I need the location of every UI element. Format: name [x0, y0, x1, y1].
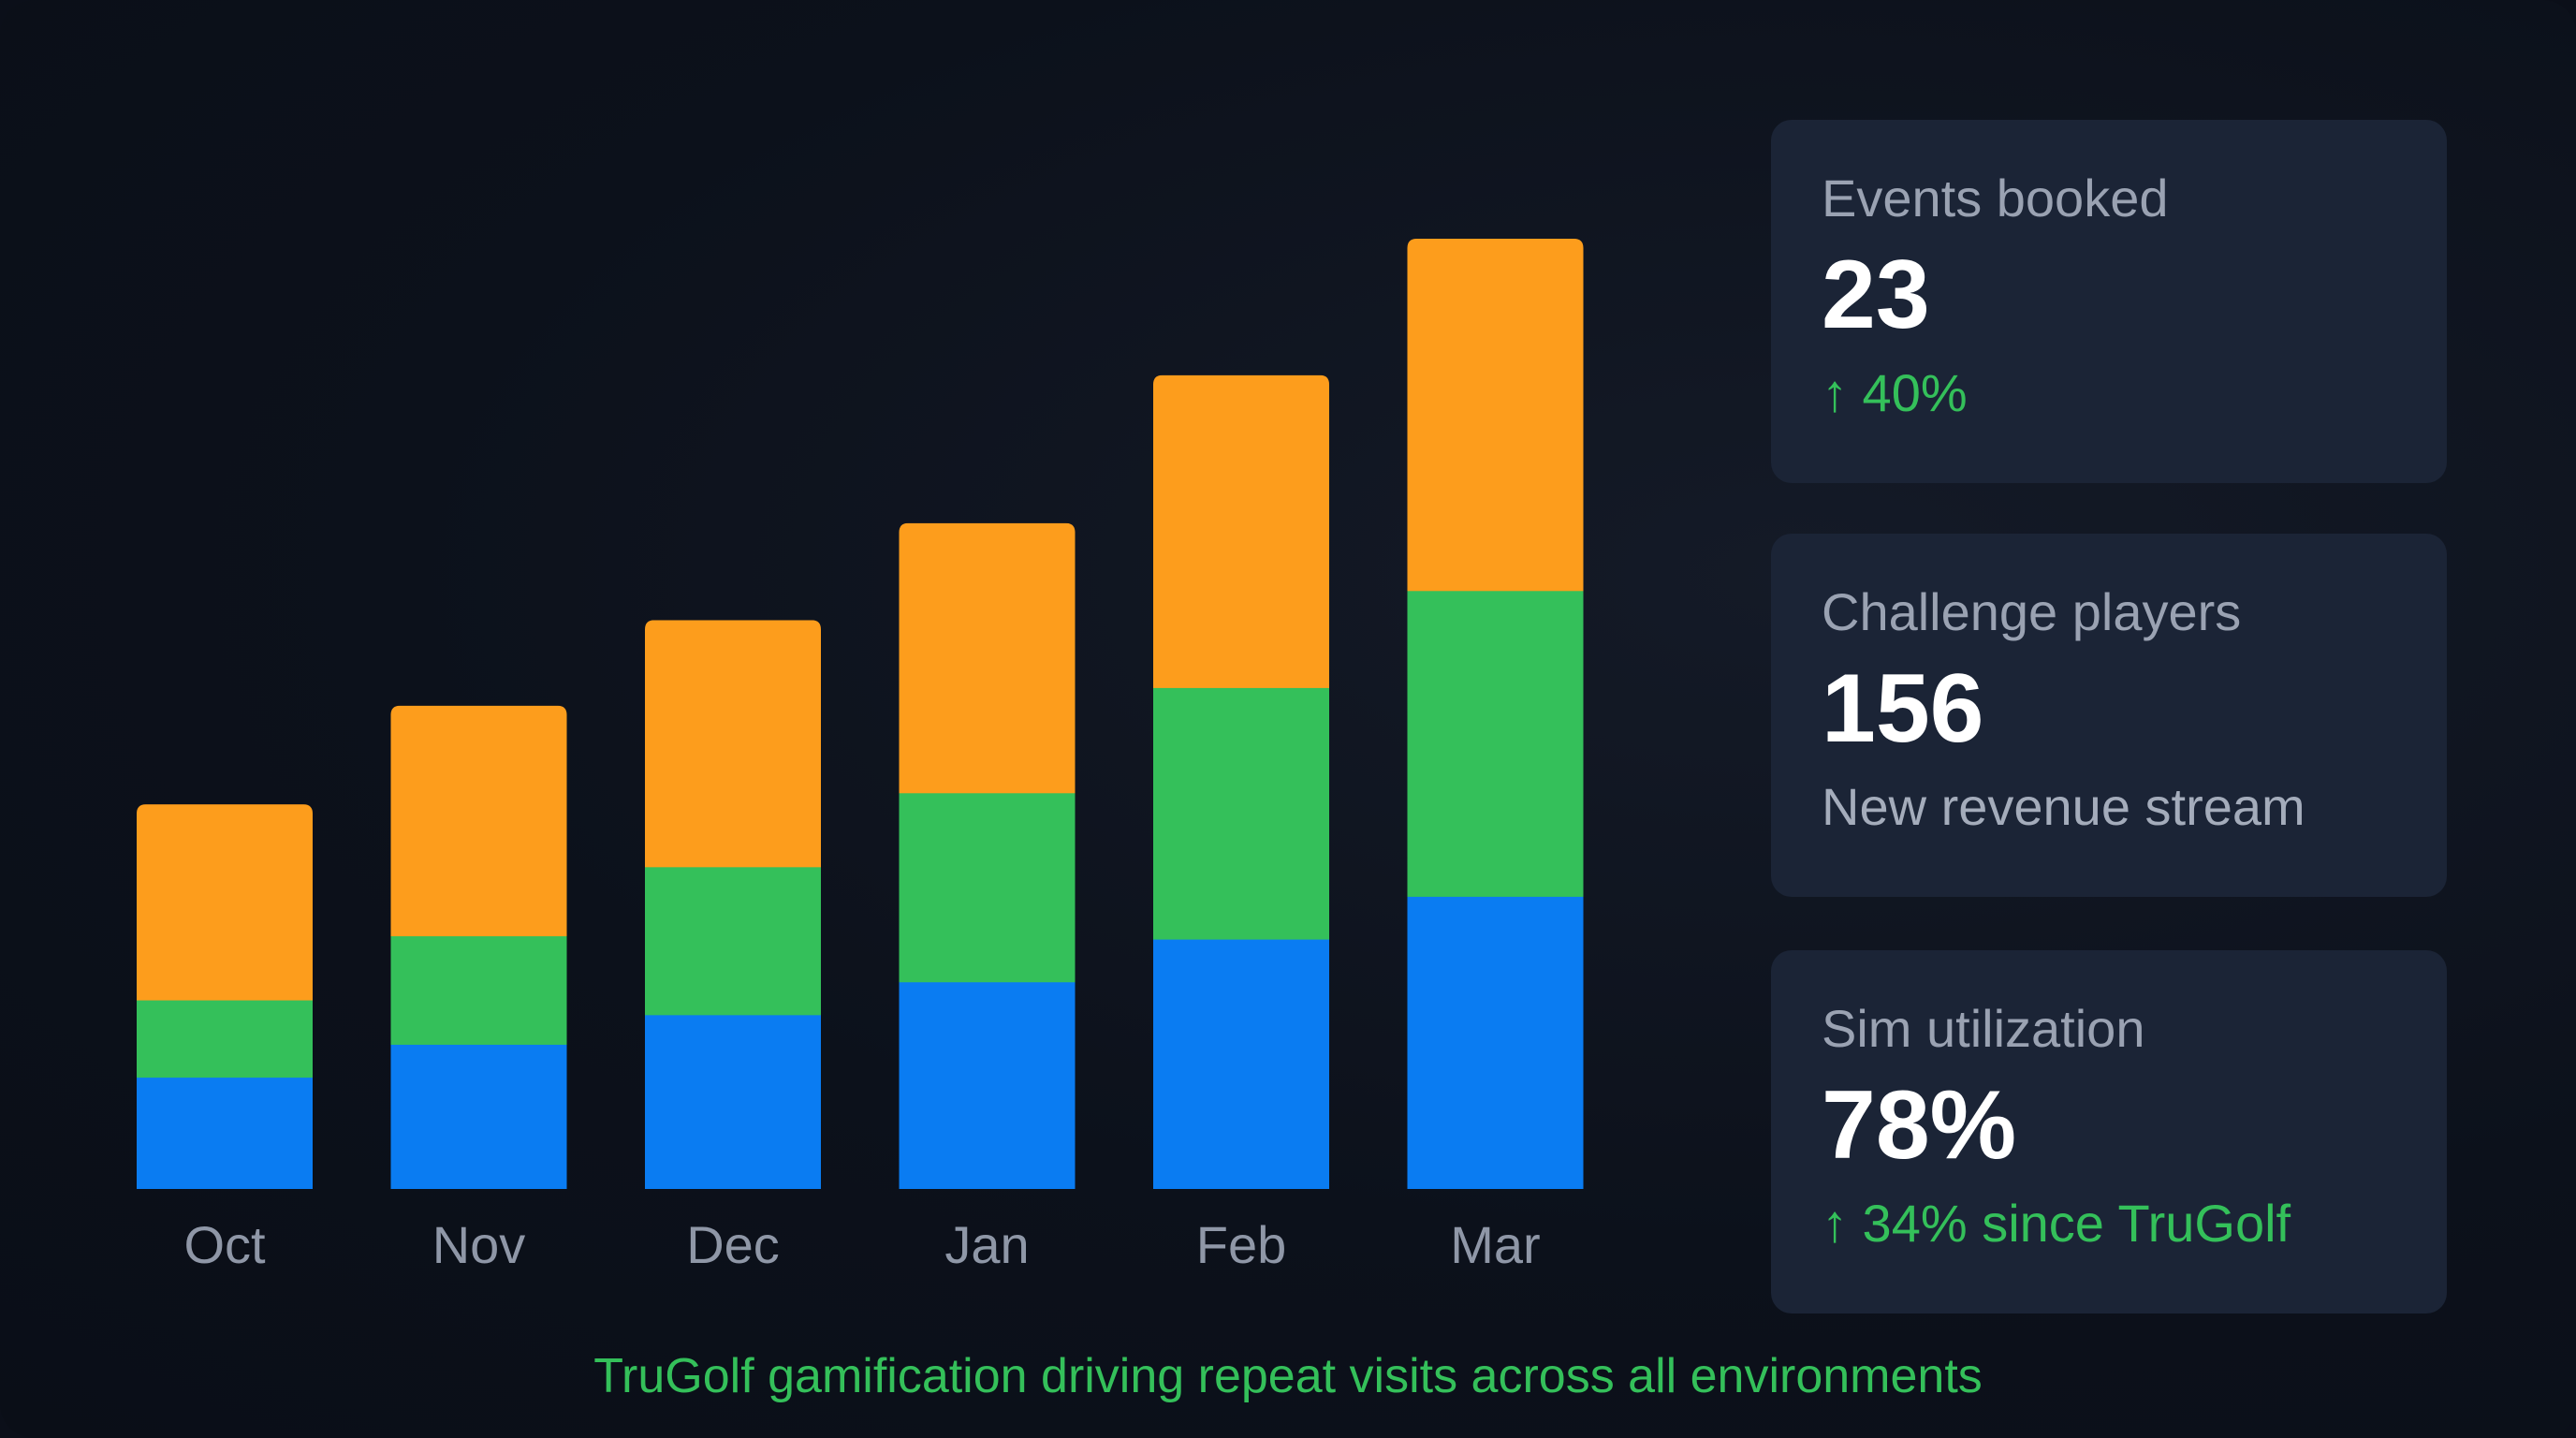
bar-nov-green-segment — [390, 935, 567, 1045]
bar-group-feb — [1153, 374, 1329, 1189]
bar-group-nov — [390, 705, 567, 1189]
card-change: ↑ 40% — [1822, 363, 1968, 422]
card-label: Sim utilization — [1822, 999, 2145, 1058]
bar-jan-green-segment — [899, 792, 1076, 983]
bar-group-dec — [645, 620, 821, 1189]
bar-group-jan — [899, 522, 1076, 1189]
bar-mar-blue-segment — [1407, 896, 1584, 1189]
card-value: 156 — [1822, 654, 1984, 763]
bar-mar-orange-segment — [1407, 239, 1584, 592]
card-change: ↑ 34% since TruGolf — [1822, 1194, 2291, 1253]
stacked-bar-chart: Oct Nov Dec Jan Feb Mar — [137, 239, 1584, 1274]
x-tick-label: Jan — [944, 1215, 1029, 1274]
bar-feb-blue-segment — [1153, 939, 1329, 1189]
card-value: 78% — [1822, 1071, 2017, 1180]
footer-caption: TruGolf gamification driving repeat visi… — [593, 1349, 1983, 1403]
events-booked-card: Events booked 23 ↑ 40% — [1771, 120, 2447, 483]
bar-mar-green-segment — [1407, 590, 1584, 897]
bar-group-oct — [137, 804, 313, 1189]
bar-oct-green-segment — [137, 1000, 313, 1078]
card-value: 23 — [1822, 241, 1930, 349]
challenge-players-card: Challenge players 156 New revenue stream — [1771, 534, 2447, 897]
card-note: New revenue stream — [1822, 777, 2305, 836]
bar-dec-green-segment — [645, 866, 821, 1016]
bar-dec-orange-segment — [645, 620, 821, 868]
bar-jan-orange-segment — [899, 522, 1076, 794]
bar-oct-orange-segment — [137, 804, 313, 1001]
bar-dec-blue-segment — [645, 1014, 821, 1189]
x-tick-label: Mar — [1450, 1215, 1540, 1274]
bar-nov-blue-segment — [390, 1044, 567, 1189]
x-tick-label: Nov — [432, 1215, 526, 1274]
sim-utilization-card: Sim utilization 78% ↑ 34% since TruGolf — [1771, 950, 2447, 1313]
bar-nov-orange-segment — [390, 705, 567, 937]
bar-group-mar — [1407, 239, 1584, 1189]
x-tick-label: Feb — [1196, 1215, 1287, 1274]
bar-jan-blue-segment — [899, 981, 1076, 1189]
card-label: Challenge players — [1822, 582, 2242, 641]
bar-feb-orange-segment — [1153, 374, 1329, 688]
bar-oct-blue-segment — [137, 1077, 313, 1189]
x-tick-label: Dec — [686, 1215, 780, 1274]
card-label: Events booked — [1822, 169, 2169, 227]
x-tick-label: Oct — [183, 1215, 266, 1274]
bar-feb-green-segment — [1153, 687, 1329, 940]
